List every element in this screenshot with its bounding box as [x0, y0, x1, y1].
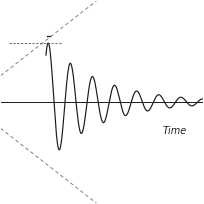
Text: Time: Time — [163, 126, 187, 136]
